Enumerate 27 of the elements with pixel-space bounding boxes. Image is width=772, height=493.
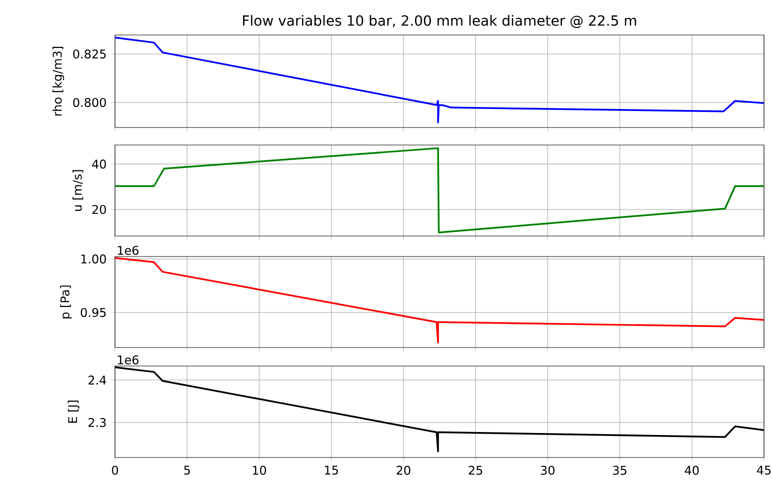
x-tick-label: 15 bbox=[325, 466, 338, 475]
y-axis-title: rho [kg/m3] bbox=[52, 46, 64, 116]
x-tick-label: 5 bbox=[184, 466, 190, 475]
x-tick-label: 25 bbox=[468, 466, 482, 475]
y-tick-label: 0.825 bbox=[73, 49, 106, 59]
line-series bbox=[115, 147, 764, 234]
y-tick-label: 40 bbox=[92, 160, 106, 169]
y-tick-label: 1.00 bbox=[81, 254, 106, 264]
x-tick-label: 10 bbox=[252, 466, 266, 475]
y-tick-label: 20 bbox=[92, 204, 106, 214]
y-tick-label: 2.4 bbox=[88, 376, 106, 384]
y-axis-title: p [Pa] bbox=[60, 286, 72, 318]
y-tick-label: 0.800 bbox=[73, 98, 106, 108]
line-series bbox=[115, 36, 764, 124]
text: 1e6 bbox=[118, 246, 138, 255]
chart-title: Flow variables 10 bar, 2.00 mm leak diameter @ 22.5 m bbox=[243, 15, 636, 28]
x-tick-label: 20 bbox=[396, 466, 410, 475]
x-tick-label: 35 bbox=[613, 466, 626, 475]
y-axis-title: u [m/s] bbox=[72, 170, 84, 211]
x-tick-label: 45 bbox=[756, 466, 771, 475]
text: 1e6 bbox=[118, 355, 138, 364]
y-tick-label: 2.3 bbox=[88, 418, 106, 428]
x-tick-label: 40 bbox=[684, 466, 699, 475]
x-tick-label: 0 bbox=[112, 466, 118, 475]
x-tick-label: 30 bbox=[540, 466, 554, 475]
y-tick-label: 0.95 bbox=[80, 308, 106, 318]
y-axis-title: E [J] bbox=[68, 400, 80, 423]
